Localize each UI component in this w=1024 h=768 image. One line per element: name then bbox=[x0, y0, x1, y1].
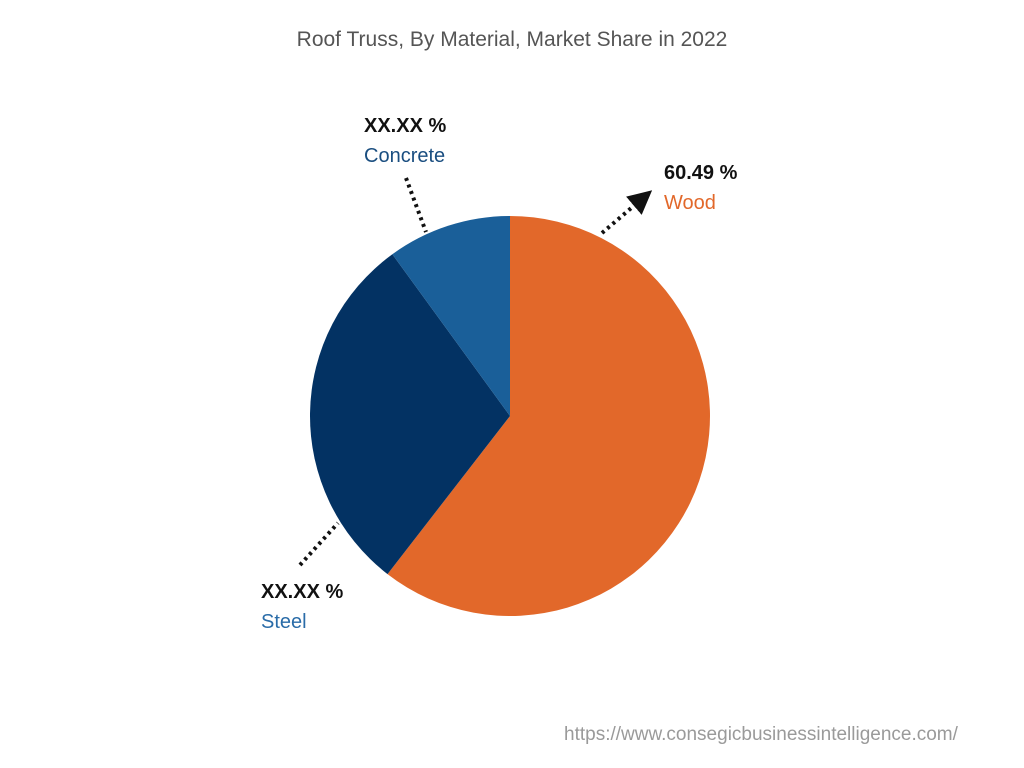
wood-label: 60.49 % Wood bbox=[664, 158, 737, 218]
wood-value: 60.49 % bbox=[664, 162, 738, 184]
pie-slice-steel bbox=[309, 254, 510, 575]
pie-slice-wood bbox=[387, 216, 710, 616]
chart-title: Roof Truss, By Material, Market Share in… bbox=[296, 28, 728, 51]
steel-value: XX.XX % bbox=[261, 581, 344, 603]
concrete-callout-line bbox=[404, 177, 428, 233]
concrete-value: XX.XX % bbox=[364, 115, 447, 137]
concrete-label: XX.XX % Concrete bbox=[364, 111, 446, 171]
steel-callout-line bbox=[298, 521, 340, 567]
wood-callout-arrow bbox=[600, 190, 653, 235]
steel-name: Steel bbox=[261, 611, 307, 633]
concrete-name: Concrete bbox=[364, 145, 446, 167]
source-url: https://www.consegicbusinessintelligence… bbox=[564, 724, 958, 745]
pie-slice-concrete bbox=[392, 216, 510, 416]
steel-label: XX.XX % Steel bbox=[261, 577, 343, 637]
wood-name: Wood bbox=[664, 192, 716, 214]
